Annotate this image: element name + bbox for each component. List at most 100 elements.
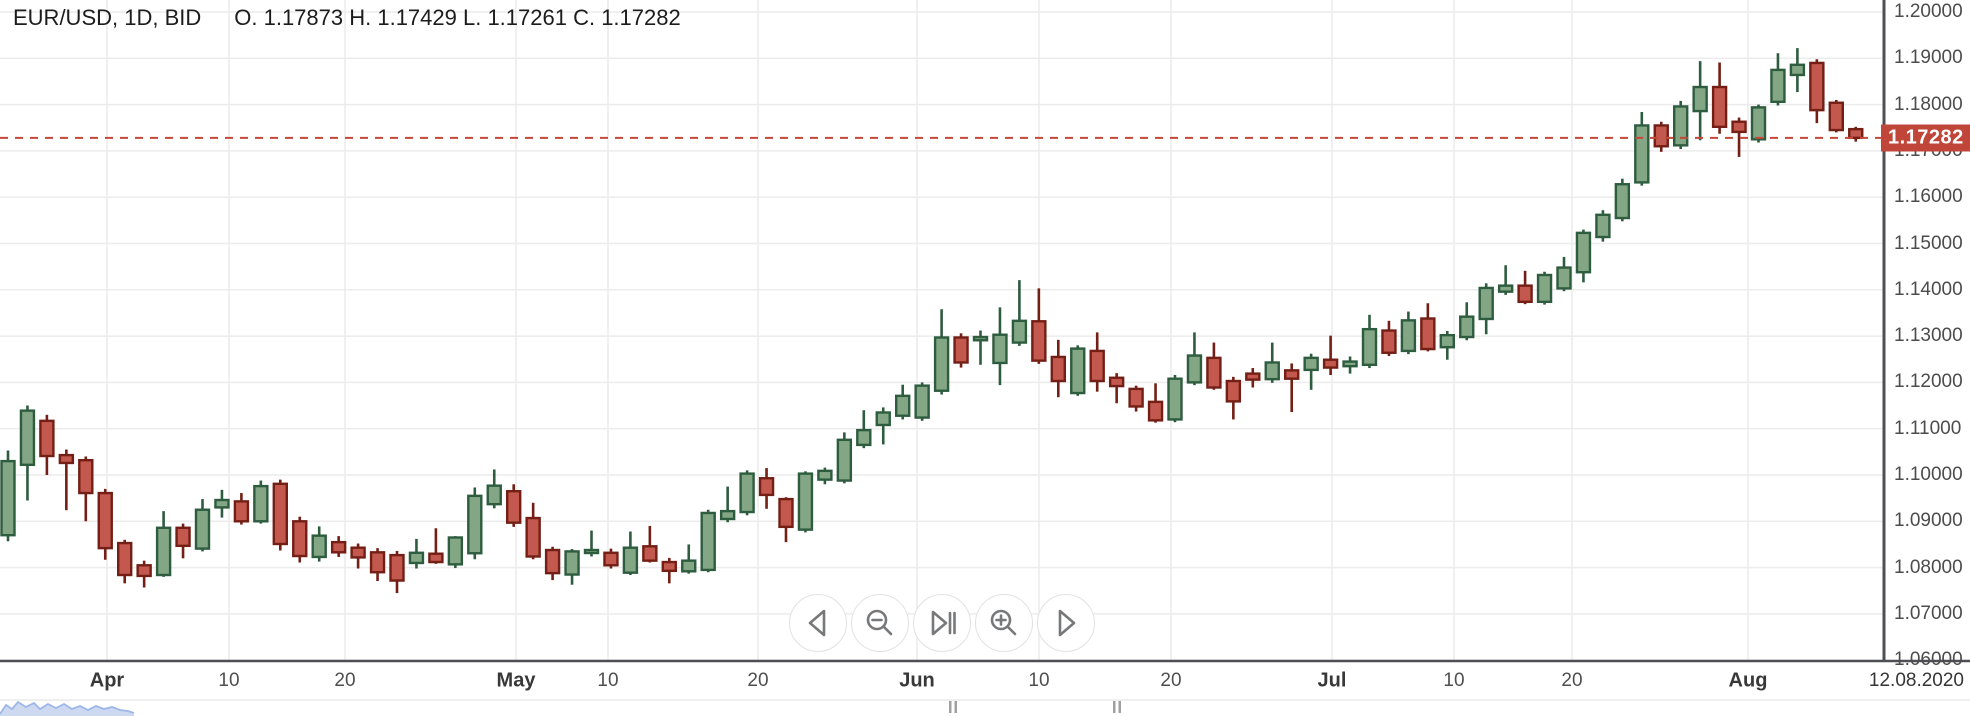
price-axis-label: 1.13000 <box>1894 325 1963 347</box>
price-axis-label: 1.08000 <box>1894 556 1963 578</box>
candle <box>953 333 969 368</box>
pane-resize-handle[interactable] <box>1113 701 1121 713</box>
candle-body <box>1089 349 1105 383</box>
candle-body <box>681 559 697 573</box>
candle <box>1478 283 1494 335</box>
candle-body <box>1692 85 1708 113</box>
candle <box>116 539 133 584</box>
candle-body <box>39 419 55 458</box>
candle <box>1322 335 1339 375</box>
triangle-left-icon <box>808 609 826 637</box>
candle-body <box>836 438 853 482</box>
candle <box>0 450 16 542</box>
candle <box>642 525 658 563</box>
candle-body <box>739 472 755 514</box>
candle <box>58 449 75 511</box>
candle-body <box>233 500 250 523</box>
candle-body <box>155 526 172 577</box>
handle-bar <box>954 701 957 713</box>
candle-body <box>525 516 541 558</box>
mini-sparkline-line <box>0 700 135 715</box>
ohlc-values: O. 1.17873 H. 1.17429 L. 1.17261 C. 1.17… <box>234 5 681 30</box>
candle <box>992 307 1008 386</box>
candle <box>1750 104 1767 143</box>
time-axis-label: 10 <box>1028 670 1050 691</box>
time-axis-label: Jun <box>899 669 935 692</box>
candle-body <box>408 551 425 565</box>
candle <box>467 487 483 560</box>
candle <box>544 546 561 581</box>
candle-body <box>1848 127 1864 140</box>
candle <box>797 471 814 533</box>
candle <box>719 486 736 523</box>
candle-body <box>350 546 366 559</box>
candle <box>350 543 366 569</box>
zoom-out-button[interactable] <box>851 594 909 652</box>
time-axis[interactable]: Apr 10 20 May 10 20 Jun 10 20 Jul 10 20 Aug <box>0 662 1884 700</box>
candle <box>836 432 853 484</box>
candle <box>428 528 444 564</box>
scroll-right-button[interactable] <box>1037 594 1095 652</box>
candle <box>622 531 639 576</box>
candle-body <box>972 335 989 342</box>
candle <box>1497 265 1514 295</box>
candle <box>1264 342 1280 383</box>
candle <box>486 469 502 509</box>
candle <box>895 384 911 420</box>
candle-body <box>856 428 872 447</box>
candle <box>1206 342 1222 390</box>
candle-body <box>953 336 969 364</box>
candle <box>214 489 230 518</box>
candle-body <box>1147 400 1164 422</box>
candle <box>1828 99 1845 133</box>
candle <box>1381 320 1397 357</box>
candle <box>369 548 386 582</box>
candle-body <box>272 482 288 546</box>
candle-body <box>1750 106 1767 141</box>
candle-body <box>661 560 677 573</box>
candle <box>1536 271 1553 305</box>
candle <box>1089 332 1105 392</box>
price-axis-label: 1.18000 <box>1894 93 1963 115</box>
candle <box>681 544 697 574</box>
candle-body <box>1108 376 1125 388</box>
candle <box>1770 53 1786 106</box>
candle <box>253 480 269 524</box>
candle-body <box>214 498 230 509</box>
candle <box>311 526 327 562</box>
time-axis-label: May <box>496 669 536 692</box>
candle-body <box>1167 377 1183 421</box>
candle-body <box>1303 356 1319 372</box>
mini-sparkline-area <box>0 702 134 716</box>
time-axis-label: 10 <box>218 670 240 691</box>
candle-body <box>1653 124 1669 148</box>
candle-body <box>1031 320 1047 362</box>
time-axis-label: 10 <box>597 670 619 691</box>
scroll-left-button[interactable] <box>789 594 847 652</box>
candle-body <box>292 520 308 558</box>
candle <box>1400 311 1417 355</box>
candle <box>1809 59 1825 124</box>
candle-body <box>1809 61 1825 112</box>
candle <box>914 382 930 421</box>
candle <box>1848 126 1864 142</box>
candle <box>1789 48 1806 93</box>
zoom-in-button[interactable] <box>975 594 1033 652</box>
candle-body <box>0 459 16 537</box>
candle <box>583 530 600 557</box>
candle <box>1692 61 1708 141</box>
candle-body <box>642 545 658 562</box>
candle <box>1614 178 1631 222</box>
candle <box>758 468 775 509</box>
price-axis-label: 1.10000 <box>1894 464 1963 485</box>
price-axis[interactable]: 1.200001.190001.180001.170001.160001.150… <box>1881 0 1970 670</box>
candle-body <box>1770 68 1786 104</box>
handle-bar <box>949 701 952 713</box>
candle-body <box>19 409 36 467</box>
candle-body <box>506 490 522 524</box>
price-axis-label: 1.15000 <box>1894 232 1963 254</box>
go-to-realtime-button[interactable] <box>913 594 971 652</box>
pane-resize-handle[interactable] <box>949 701 957 713</box>
candle-body <box>58 453 75 465</box>
